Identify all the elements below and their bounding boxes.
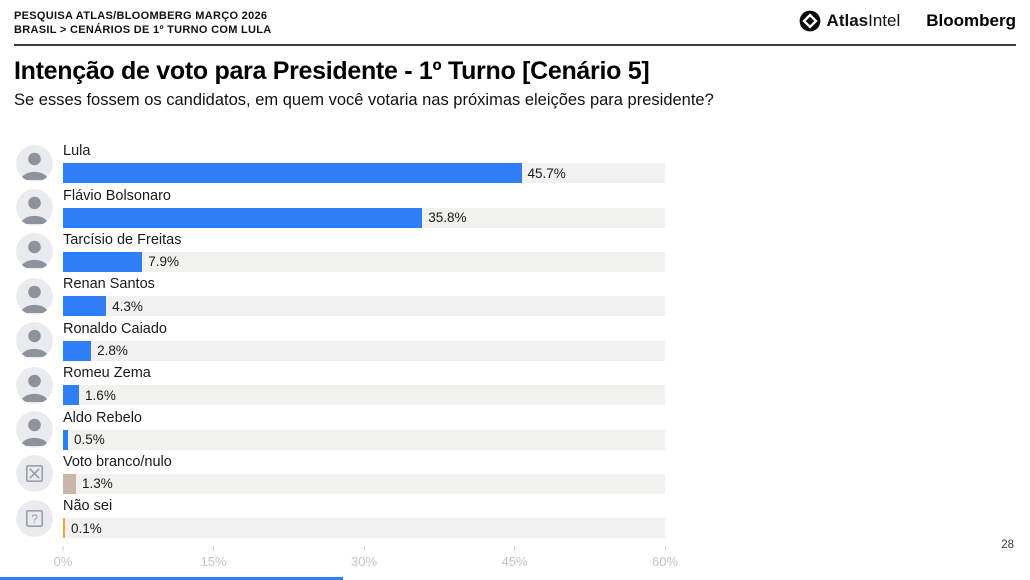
row-body: Voto branco/nulo 1.3% xyxy=(63,454,665,494)
bar-value-label: 1.6% xyxy=(85,387,116,403)
candidate-photo xyxy=(16,233,53,271)
candidate-name: Aldo Rebelo xyxy=(63,409,142,426)
row-body: Flávio Bolsonaro 35.8% xyxy=(63,188,665,228)
bar-track: 7.9% xyxy=(63,251,665,272)
bar-value-label: 35.8% xyxy=(428,210,467,226)
candidate-photo xyxy=(16,366,53,404)
candidate-photo xyxy=(16,411,53,449)
header-divider xyxy=(14,44,1016,46)
candidate-name: Ronaldo Caiado xyxy=(63,320,167,337)
bar xyxy=(63,296,107,317)
chart-row: Lula 45.7% xyxy=(16,141,665,185)
x-axis-tick: 30% xyxy=(351,546,377,569)
bar-track: 1.6% xyxy=(63,385,665,406)
atlasintel-logo-text: AtlasIntel xyxy=(826,11,901,30)
candidate-photo xyxy=(16,189,53,227)
candidate-name: Não sei xyxy=(63,498,113,515)
candidate-photo xyxy=(16,144,53,182)
bar xyxy=(63,340,92,361)
candidate-name: Lula xyxy=(63,143,91,160)
chart-row: Renan Santos 4.3% xyxy=(16,274,665,318)
bar-value-label: 0.1% xyxy=(71,520,102,536)
row-body: Não sei 0.1% xyxy=(63,498,665,539)
bar xyxy=(63,473,77,494)
svg-text:?: ? xyxy=(31,512,38,526)
page-title: Intenção de voto para Presidente - 1º Tu… xyxy=(14,57,650,85)
bar-track: 45.7% xyxy=(63,163,665,184)
x-axis-tick-mark xyxy=(363,546,365,551)
x-axis-tick-label: 15% xyxy=(200,554,227,569)
question-mark-icon: ? xyxy=(16,499,53,537)
bar-track: 0.5% xyxy=(63,429,665,450)
bar xyxy=(63,385,80,406)
bar xyxy=(63,207,423,228)
x-axis-tick-label: 60% xyxy=(651,554,679,569)
x-axis: 0% 15% 30% 45% 60% xyxy=(54,546,678,576)
bar xyxy=(63,163,522,184)
row-body: Aldo Rebelo 0.5% xyxy=(63,410,665,450)
x-axis-tick: 45% xyxy=(501,546,528,569)
row-body: Romeu Zema 1.6% xyxy=(63,365,665,406)
candidate-name: Renan Santos xyxy=(63,276,155,293)
bloomberg-logo: Bloomberg xyxy=(926,11,1016,30)
x-axis-tick-mark xyxy=(664,546,666,551)
bar xyxy=(63,518,65,539)
x-axis-tick-mark xyxy=(514,546,515,551)
chart-row: Romeu Zema 1.6% xyxy=(16,363,665,407)
candidate-name: Flávio Bolsonaro xyxy=(63,187,171,204)
candidate-name: Romeu Zema xyxy=(63,365,151,382)
atlasintel-logo-icon xyxy=(799,10,821,32)
bar xyxy=(63,251,143,272)
x-axis-tick: 0% xyxy=(53,546,73,569)
chart-row: Aldo Rebelo 0.5% xyxy=(16,407,665,451)
row-body: Ronaldo Caiado 2.8% xyxy=(63,321,665,361)
logos: AtlasIntel Bloomberg xyxy=(799,10,1016,32)
row-body: Tarcísio de Freitas 7.9% xyxy=(63,232,665,272)
chart-row: Tarcísio de Freitas 7.9% xyxy=(16,230,665,274)
page-number: 28 xyxy=(1001,539,1014,551)
chart-row: Flávio Bolsonaro 35.8% xyxy=(16,185,665,229)
chart-row: Voto branco/nulo 1.3% xyxy=(16,452,665,496)
breadcrumb: BRASIL > CENÁRIOS DE 1º TURNO COM LULA xyxy=(14,24,272,36)
bar-value-label: 4.3% xyxy=(112,298,143,314)
x-axis-tick: 60% xyxy=(652,546,678,569)
report-kicker: PESQUISA ATLAS/BLOOMBERG MARÇO 2026 BRAS… xyxy=(14,9,272,37)
atlasintel-logo: AtlasIntel xyxy=(799,10,901,32)
x-axis-tick-label: 0% xyxy=(53,554,73,569)
bar-value-label: 2.8% xyxy=(97,343,128,359)
candidate-name: Tarcísio de Freitas xyxy=(63,231,182,248)
chart-row: Ronaldo Caiado 2.8% xyxy=(16,319,665,363)
bar-track: 2.8% xyxy=(63,340,665,361)
bar-value-label: 1.3% xyxy=(82,476,113,492)
x-axis-tick: 15% xyxy=(200,546,227,569)
row-body: Renan Santos 4.3% xyxy=(63,276,665,317)
chart-row: ? Não sei 0.1% xyxy=(16,496,665,540)
x-axis-tick-mark xyxy=(213,546,214,551)
page-subtitle: Se esses fossem os candidatos, em quem v… xyxy=(14,91,714,109)
ballot-x-icon xyxy=(16,455,53,493)
x-axis-tick-mark xyxy=(62,546,64,551)
slide-progress-bar xyxy=(0,577,343,580)
bar-track: 0.1% xyxy=(63,518,665,539)
bar-value-label: 45.7% xyxy=(527,165,566,181)
row-body: Lula 45.7% xyxy=(63,143,665,184)
x-axis-tick-label: 30% xyxy=(350,554,378,569)
bar-track: 35.8% xyxy=(63,207,665,228)
candidate-name: Voto branco/nulo xyxy=(63,453,172,470)
kicker-line-1: PESQUISA ATLAS/BLOOMBERG MARÇO 2026 xyxy=(14,10,268,22)
candidate-photo xyxy=(16,277,53,315)
bar-track: 4.3% xyxy=(63,296,665,317)
x-axis-tick-label: 45% xyxy=(501,554,528,569)
bar-value-label: 7.9% xyxy=(148,254,180,270)
bar-chart: Lula 45.7% Flávio Bolsonaro 35.8% Tarcísio d… xyxy=(16,141,665,541)
candidate-photo xyxy=(16,322,53,360)
bar xyxy=(63,429,69,450)
bar-value-label: 0.5% xyxy=(74,432,105,448)
bar-track: 1.3% xyxy=(63,473,665,494)
